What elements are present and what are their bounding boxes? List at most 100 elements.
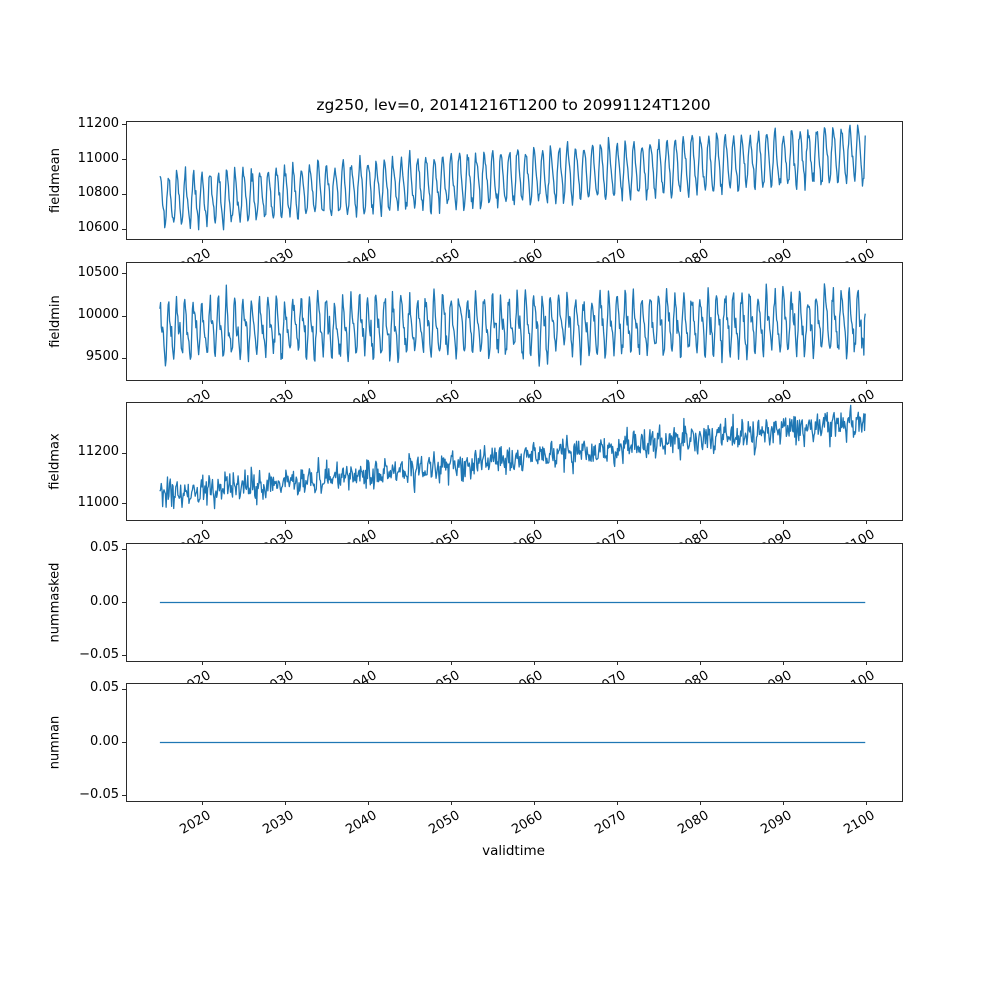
x-tick-mark [201,520,203,524]
x-tick-mark [367,380,369,384]
y-tick-mark [122,124,126,126]
y-tick-label: 9500 [85,349,119,365]
x-tick-mark [866,239,868,243]
x-tick-mark [617,520,619,524]
y-tick-label: 0.00 [90,733,119,749]
y-tick-label: 10000 [77,307,119,323]
x-tick-mark [866,380,868,384]
x-tick-mark [367,661,369,665]
fieldmin-series-line [159,283,866,367]
fieldmin-plot-area [159,283,866,367]
x-tick-mark [284,661,286,665]
y-tick-label: 0.05 [90,540,119,556]
x-tick-mark [534,520,536,524]
x-tick-mark [700,380,702,384]
y-tick-mark [122,503,126,505]
fieldmax-plot-area [159,404,866,510]
figure-title: zg250, lev=0, 20141216T1200 to 20991124T… [316,96,711,114]
y-tick-label: 0.00 [90,593,119,609]
x-tick-mark [534,801,536,805]
x-tick-mark [783,520,785,524]
y-tick-label: 11200 [77,444,119,460]
y-tick-label: 10600 [77,220,119,236]
x-tick-mark [783,801,785,805]
x-tick-mark [617,380,619,384]
y-tick-mark [122,315,126,317]
y-tick-label: 0.05 [90,680,119,696]
y-tick-mark [122,193,126,195]
y-tick-label: 11000 [77,150,119,166]
y-tick-label: −0.05 [79,786,119,802]
fieldmean-plot-area [159,124,866,231]
numnan-plot-area [159,741,866,744]
x-tick-mark [534,239,536,243]
x-tick-label: 2060 [509,808,546,838]
subplot-nummasked: nummasked 0.050.00−0.0520202030204020502… [48,540,903,698]
x-tick-mark [534,380,536,384]
x-tick-mark [700,801,702,805]
y-tick-mark [122,159,126,161]
x-tick-label: 2050 [426,808,463,838]
x-tick-mark [700,520,702,524]
x-tick-mark [617,801,619,805]
x-tick-label: 2030 [260,808,297,838]
x-tick-mark [617,239,619,243]
x-tick-mark [866,661,868,665]
y-tick-mark [122,357,126,359]
y-tick-label: −0.05 [79,646,119,662]
x-tick-mark [450,801,452,805]
x-tick-label: 2100 [841,808,878,838]
y-axis-label: fieldmax [47,433,63,490]
subplot-fieldmean: fieldmean 10600 10800 11000 11200 2020 2030 20… [48,116,903,276]
y-tick-mark [122,655,126,657]
x-tick-mark [367,520,369,524]
x-tick-mark [783,380,785,384]
y-tick-mark [122,688,126,690]
x-tick-mark [367,801,369,805]
y-tick-mark [122,795,126,797]
y-tick-label: 10500 [77,264,119,280]
fieldmax-series-line [159,404,866,510]
y-tick-mark [122,273,126,275]
x-tick-mark [450,661,452,665]
x-tick-label: 2070 [592,808,629,838]
x-tick-label: 2040 [343,808,380,838]
y-tick-mark [122,742,126,743]
x-tick-mark [783,239,785,243]
x-tick-mark [201,380,203,384]
x-axis-label: validtime [482,843,545,859]
x-tick-mark [201,801,203,805]
x-tick-mark [534,661,536,665]
x-tick-mark [866,520,868,524]
y-tick-mark [122,602,126,603]
x-tick-label: 2090 [758,808,795,838]
subplot-fieldmax: fieldmax 11000 11200 2020 2030 2040 2050 2060 2… [48,402,903,557]
x-tick-mark [700,239,702,243]
x-tick-mark [284,239,286,243]
y-tick-mark [122,452,126,454]
x-tick-mark [866,801,868,805]
x-tick-mark [617,661,619,665]
x-tick-mark [284,520,286,524]
y-tick-mark [122,228,126,230]
x-tick-mark [700,661,702,665]
x-tick-label: 2020 [177,808,214,838]
x-tick-mark [450,520,452,524]
y-tick-label: 10800 [77,185,119,201]
x-tick-mark [450,380,452,384]
nummasked-plot-area [159,601,866,604]
x-tick-mark [284,801,286,805]
subplot-fieldmin: fieldmin 9500100001050020202030204020502… [48,262,903,417]
x-tick-mark [201,661,203,665]
x-tick-label: 2080 [675,808,712,838]
y-tick-label: 11000 [77,494,119,510]
x-tick-mark [367,239,369,243]
x-tick-mark [450,239,452,243]
y-tick-mark [122,548,126,550]
y-tick-label: 11200 [77,115,119,131]
x-tick-mark [201,239,203,243]
x-tick-mark [783,661,785,665]
subplot-numnan: numnan 0.05 0.00 −0.05 2020 2030 2040 2050 2060… [48,680,903,838]
x-tick-mark [284,380,286,384]
